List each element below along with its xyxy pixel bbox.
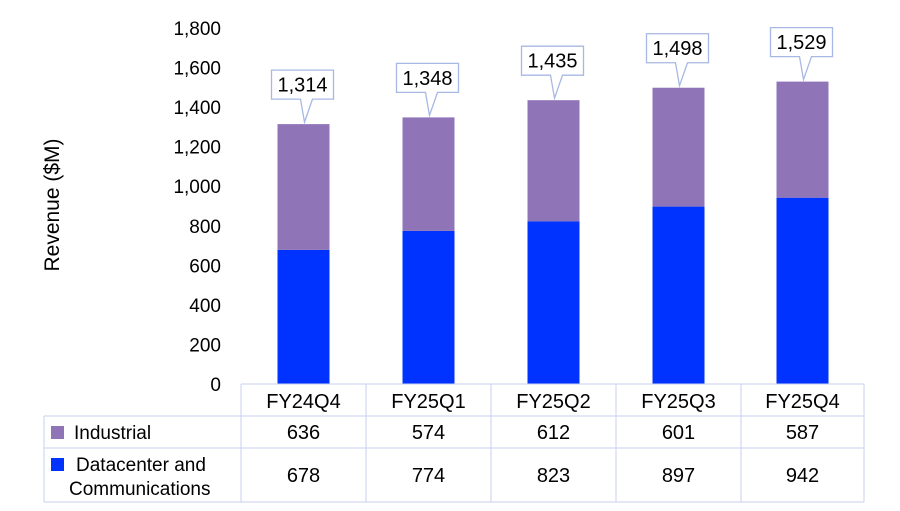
y-tick-label: 1,000: [173, 177, 221, 198]
table-row: Datacenter and Communications 678 774 823 897…: [51, 455, 819, 500]
y-tick-label: 1,800: [173, 19, 221, 40]
table-cell: 587: [786, 422, 819, 444]
total-callout: 1,498: [645, 33, 710, 89]
table-cell: 678: [287, 465, 320, 487]
callout-box: [769, 26, 834, 83]
table-cell: 823: [537, 465, 570, 487]
table-cell: 574: [412, 422, 445, 444]
table-cell: 897: [662, 465, 695, 487]
category-label: FY25Q3: [641, 391, 715, 413]
bar-segment-industrial: [277, 124, 330, 250]
bar-segment-datacenter: [527, 221, 580, 384]
bar-segment-industrial: [527, 100, 580, 222]
y-tick-label: 600: [189, 256, 221, 277]
legend-label: Datacenter and: [76, 455, 206, 476]
table-cell: 774: [412, 465, 445, 487]
total-callout: 1,348: [395, 62, 460, 118]
callout-box: [645, 33, 710, 89]
y-axis-label: Revenue ($M): [41, 138, 64, 271]
y-tick-label: 1,600: [173, 59, 221, 80]
total-label: 1,435: [527, 51, 577, 73]
legend-label: Industrial: [74, 423, 151, 444]
total-callout: 1,529: [769, 26, 834, 83]
total-label: 1,529: [776, 32, 826, 54]
table-cell: 636: [287, 422, 320, 444]
table-cell: 601: [662, 422, 695, 444]
table-cell: 942: [786, 465, 819, 487]
total-callout: 1,314: [270, 69, 335, 125]
total-label: 1,314: [277, 75, 327, 97]
callout-box: [520, 45, 585, 101]
bar-segment-datacenter: [652, 206, 705, 384]
bar-segment-industrial: [776, 81, 829, 198]
y-tick-label: 1,200: [173, 138, 221, 159]
total-callout: 1,435: [520, 45, 585, 101]
bar-segment-datacenter: [402, 230, 455, 384]
y-tick-label: 400: [189, 296, 221, 317]
table-row: Industrial 636 574 612 601 587: [51, 422, 819, 444]
legend-swatch: [51, 426, 64, 439]
total-label: 1,348: [402, 68, 452, 90]
legend-swatch: [51, 458, 64, 471]
bar-segment-industrial: [402, 117, 455, 231]
y-tick-label: 800: [189, 217, 221, 238]
category-label: FY25Q2: [516, 391, 590, 413]
total-label: 1,498: [652, 38, 702, 60]
y-tick-label: 200: [189, 335, 221, 356]
callout-box: [270, 69, 335, 125]
category-label: FY24Q4: [266, 391, 340, 413]
callout-box: [395, 62, 460, 118]
category-label: FY25Q4: [765, 391, 839, 413]
bar-segment-datacenter: [277, 249, 330, 384]
table-cell: 612: [537, 422, 570, 444]
bar-segment-datacenter: [776, 197, 829, 384]
y-tick-label: 1,400: [173, 98, 221, 119]
category-label: FY25Q1: [391, 391, 465, 413]
y-tick-label: 0: [210, 375, 221, 396]
bar-segment-industrial: [652, 87, 705, 207]
legend-label: Communications: [69, 479, 211, 500]
